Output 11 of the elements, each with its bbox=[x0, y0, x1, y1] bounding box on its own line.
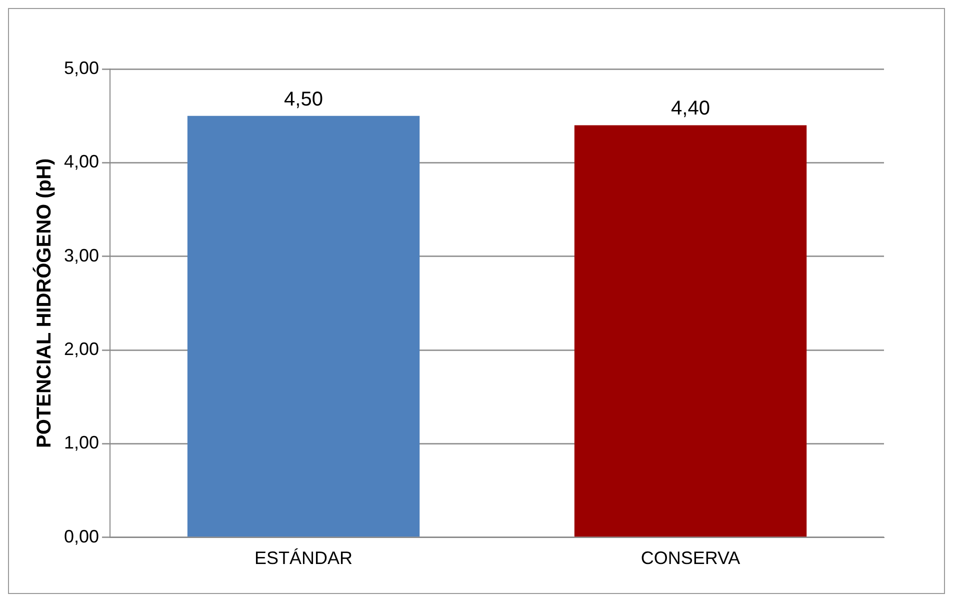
x-tick-label: ESTÁNDAR bbox=[254, 548, 353, 568]
y-axis-title: POTENCIAL HIDRÓGENO (pH) bbox=[32, 158, 56, 448]
y-tick-label: 0,00 bbox=[64, 526, 100, 546]
y-tick-label: 2,00 bbox=[64, 339, 100, 360]
x-tick-label: CONSERVA bbox=[640, 548, 740, 568]
y-tick-label: 3,00 bbox=[64, 245, 100, 266]
y-tick-label: 5,00 bbox=[64, 58, 100, 78]
data-label: 4,40 bbox=[671, 98, 710, 120]
y-tick-label: 4,00 bbox=[64, 152, 100, 172]
y-tick-label: 1,00 bbox=[64, 432, 100, 453]
data-label: 4,50 bbox=[284, 88, 323, 110]
